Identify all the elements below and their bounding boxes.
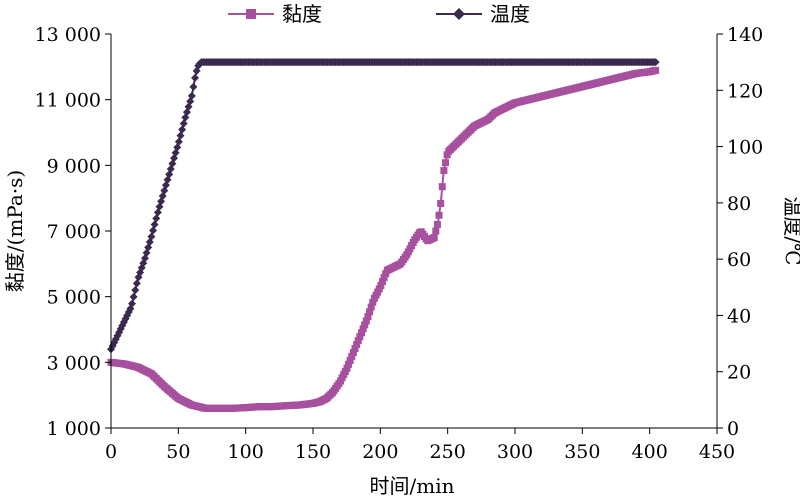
y-left-axis-title: 黏度/(mPa·s) [3, 170, 27, 292]
y-right-tick-label: 80 [727, 193, 751, 215]
y-right-tick-label: 0 [727, 418, 739, 440]
legend-marker-viscosity [246, 9, 256, 19]
y-right-tick-label: 40 [727, 305, 751, 327]
data-point [362, 317, 370, 325]
legend-item-temperature: 温度 [436, 2, 530, 26]
data-point [369, 298, 377, 306]
data-point [343, 364, 351, 372]
axes [110, 34, 718, 429]
data-point [367, 303, 375, 311]
data-point [121, 314, 130, 323]
data-point [651, 58, 660, 67]
data-point [440, 167, 448, 175]
data-point [176, 131, 185, 140]
data-point [150, 220, 159, 229]
series-temperature [107, 58, 660, 354]
series-line [110, 69, 657, 410]
data-point [433, 220, 441, 228]
y-right-tick-label: 120 [727, 80, 763, 102]
x-tick-label: 0 [105, 441, 117, 463]
data-point [178, 125, 187, 134]
legend: 黏度 温度 [228, 2, 530, 26]
data-point [129, 292, 138, 301]
data-point [432, 227, 440, 235]
data-point [179, 119, 188, 128]
data-point [430, 234, 438, 242]
data-point [353, 341, 361, 349]
data-point [366, 308, 374, 316]
data-point [174, 137, 183, 146]
x-tick-label: 150 [295, 441, 331, 463]
y-right-tick-label: 20 [727, 362, 751, 384]
y-left-tick-label: 11 000 [35, 90, 101, 112]
x-tick-label: 100 [228, 441, 264, 463]
data-point [351, 345, 359, 353]
legend-item-viscosity: 黏度 [228, 2, 322, 26]
y-left-tick-label: 3 000 [47, 352, 101, 374]
data-point [377, 282, 385, 290]
data-point [349, 348, 357, 356]
x-tick-label: 200 [362, 441, 398, 463]
data-point [438, 183, 446, 191]
data-point [443, 151, 451, 159]
y-left-tick-label: 7 000 [47, 221, 101, 243]
x-axis-title: 时间/min [370, 474, 455, 498]
legend-marker-temperature [453, 8, 465, 20]
data-point [380, 274, 388, 282]
series-viscosity [107, 66, 660, 412]
data-point [359, 325, 367, 333]
data-point [435, 211, 443, 219]
data-point [189, 82, 198, 91]
series-line [110, 61, 657, 350]
y-right-tick-label: 60 [727, 249, 751, 271]
y-left-tick-label: 5 000 [47, 287, 101, 309]
data-point [357, 329, 365, 337]
y-right-tick-label: 140 [727, 24, 763, 46]
data-point [191, 73, 200, 82]
data-point [437, 199, 445, 207]
x-tick-label: 50 [166, 441, 190, 463]
data-point [364, 312, 372, 320]
data-point [128, 299, 137, 308]
data-point [346, 356, 354, 364]
y-right-tick-label: 100 [727, 137, 763, 159]
data-point [354, 337, 362, 345]
plot-series [107, 58, 660, 412]
x-tick-label: 300 [497, 441, 533, 463]
y-left-tick-label: 13 000 [35, 24, 101, 46]
y-left-tick-label: 9 000 [47, 155, 101, 177]
data-point [361, 321, 369, 329]
x-tick-label: 250 [430, 441, 466, 463]
data-point [132, 279, 141, 288]
data-point [131, 286, 140, 295]
data-point [652, 66, 660, 74]
data-point [152, 214, 161, 223]
x-tick-label: 450 [699, 441, 735, 463]
legend-label-viscosity: 黏度 [282, 2, 322, 26]
data-point [378, 278, 386, 286]
data-point [442, 159, 450, 167]
data-point [187, 91, 196, 100]
x-tick-label: 400 [632, 441, 668, 463]
data-point [348, 352, 356, 360]
y-left-tick-label: 1 000 [47, 418, 101, 440]
legend-label-temperature: 温度 [490, 2, 530, 26]
data-point [356, 333, 364, 341]
data-point [345, 360, 353, 368]
x-tick-label: 350 [564, 441, 600, 463]
data-point [173, 143, 182, 152]
data-point [149, 226, 158, 235]
data-point [147, 232, 156, 241]
y-right-axis-title: 温度/℃ [781, 196, 800, 265]
